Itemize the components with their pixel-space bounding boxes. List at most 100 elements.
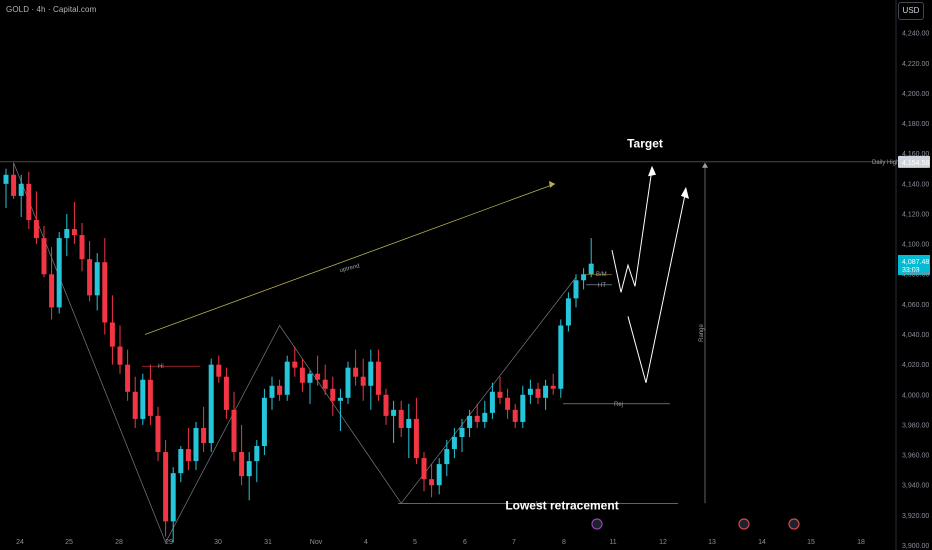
lowest-retracement-label: Lowest retracement <box>505 498 618 512</box>
candle-body <box>489 391 495 413</box>
candle-body <box>360 376 366 386</box>
candle-body <box>505 397 511 410</box>
y-tick-label: 4,020.00 <box>902 362 929 369</box>
uptrend-line <box>144 183 556 335</box>
x-tick-label: 29 <box>165 539 173 546</box>
projection-path-2 <box>627 189 687 383</box>
candle-body <box>3 174 9 184</box>
y-tick-label: 4,120.00 <box>902 211 929 218</box>
candle-body <box>132 391 138 419</box>
y-tick-label: 4,180.00 <box>902 121 929 128</box>
candle-body <box>125 364 131 392</box>
candle-body <box>527 388 533 395</box>
daily-high-value: 4,154.58 <box>902 160 929 167</box>
x-tick-label: 11 <box>609 539 616 546</box>
candle-body <box>246 461 252 477</box>
x-tick-label: 31 <box>264 539 272 546</box>
x-tick-label: 4 <box>364 539 368 546</box>
candle-body <box>573 280 579 299</box>
daily-high-badge <box>898 155 930 168</box>
candle-body <box>383 394 389 416</box>
y-tick-label: 4,080.00 <box>902 272 929 279</box>
candle-body <box>155 415 161 453</box>
rej-label: Rej <box>614 402 623 408</box>
projection-path-1 <box>611 168 653 293</box>
candle-body <box>391 409 397 416</box>
candle-body <box>368 361 374 386</box>
current-price-badge <box>898 254 930 275</box>
candle-body <box>117 346 123 365</box>
y-tick-label: 4,000.00 <box>902 392 929 399</box>
candle-body <box>41 238 47 275</box>
candle-body <box>520 394 526 422</box>
candle-body <box>413 418 419 459</box>
y-tick-label: 3,940.00 <box>902 483 929 490</box>
candle-body <box>33 220 39 239</box>
candle-body <box>459 427 465 437</box>
candle-body <box>79 235 85 260</box>
y-tick-label: 4,220.00 <box>902 61 929 68</box>
candle-body <box>231 409 237 453</box>
candle-body <box>558 325 564 389</box>
flag-event-icon <box>788 518 800 530</box>
y-tick-label: 4,060.00 <box>902 302 929 309</box>
candle-body <box>421 458 427 480</box>
x-tick-label: 18 <box>857 539 865 546</box>
candle-body <box>322 379 328 389</box>
x-tick-label: 5 <box>413 539 417 546</box>
x-tick-label: 8 <box>562 539 566 546</box>
lightning-event-icon <box>591 518 603 530</box>
candle-body <box>239 452 245 477</box>
candle-body <box>71 229 77 236</box>
candle-body <box>261 397 267 447</box>
x-tick-label: 24 <box>16 539 24 546</box>
candle-body <box>269 385 275 398</box>
x-tick-label: 13 <box>708 539 716 546</box>
y-tick-label: 4,200.00 <box>902 91 929 98</box>
x-tick-label: 15 <box>807 539 815 546</box>
candle-body <box>315 373 321 380</box>
x-tick-label: 12 <box>659 539 667 546</box>
uptrend-arrowhead <box>549 180 555 188</box>
candles <box>3 162 594 543</box>
candle-body <box>223 376 229 410</box>
candle-body <box>277 385 283 395</box>
y-tick-label: 4,240.00 <box>902 31 929 38</box>
x-tick-label: 6 <box>463 539 467 546</box>
x-tick-label: 30 <box>214 539 222 546</box>
candle-body <box>565 298 571 326</box>
candle-body <box>102 262 108 323</box>
candle-body <box>26 183 32 220</box>
y-tick-label: 3,960.00 <box>902 453 929 460</box>
flag-event-icon <box>738 518 750 530</box>
candle-body <box>56 238 62 308</box>
candle-body <box>193 427 199 462</box>
candle-body <box>353 367 359 377</box>
candle-body <box>292 361 298 368</box>
candle-body <box>330 388 336 401</box>
range-arrowhead <box>702 162 708 168</box>
candle-body <box>208 364 214 444</box>
bmid-label: B/M <box>596 272 607 278</box>
y-tick-label: 3,920.00 <box>902 513 929 520</box>
candle-body <box>444 449 450 465</box>
candle-body <box>482 412 488 422</box>
x-tick-label: 25 <box>65 539 73 546</box>
candle-body <box>535 388 541 398</box>
candle-body <box>429 479 435 486</box>
y-tick-label: 3,900.00 <box>902 543 929 550</box>
range-label: Range <box>699 324 705 342</box>
y-tick-label: 4,140.00 <box>902 181 929 188</box>
x-tick-label: 28 <box>115 539 123 546</box>
candle-body <box>185 449 191 462</box>
y-tick-label: 4,160.00 <box>902 151 929 158</box>
currency-selector[interactable]: USD <box>898 2 924 20</box>
x-axis: 24 25 28 29 30 31 Nov 4 5 6 7 8 11 12 13 14 15 18 <box>16 539 865 546</box>
lo-label: Lo <box>536 501 543 507</box>
x-tick-label: 14 <box>758 539 766 546</box>
candle-body <box>216 364 222 377</box>
candle-body <box>550 385 556 389</box>
candle-body <box>543 385 549 398</box>
candle-body <box>581 274 587 281</box>
